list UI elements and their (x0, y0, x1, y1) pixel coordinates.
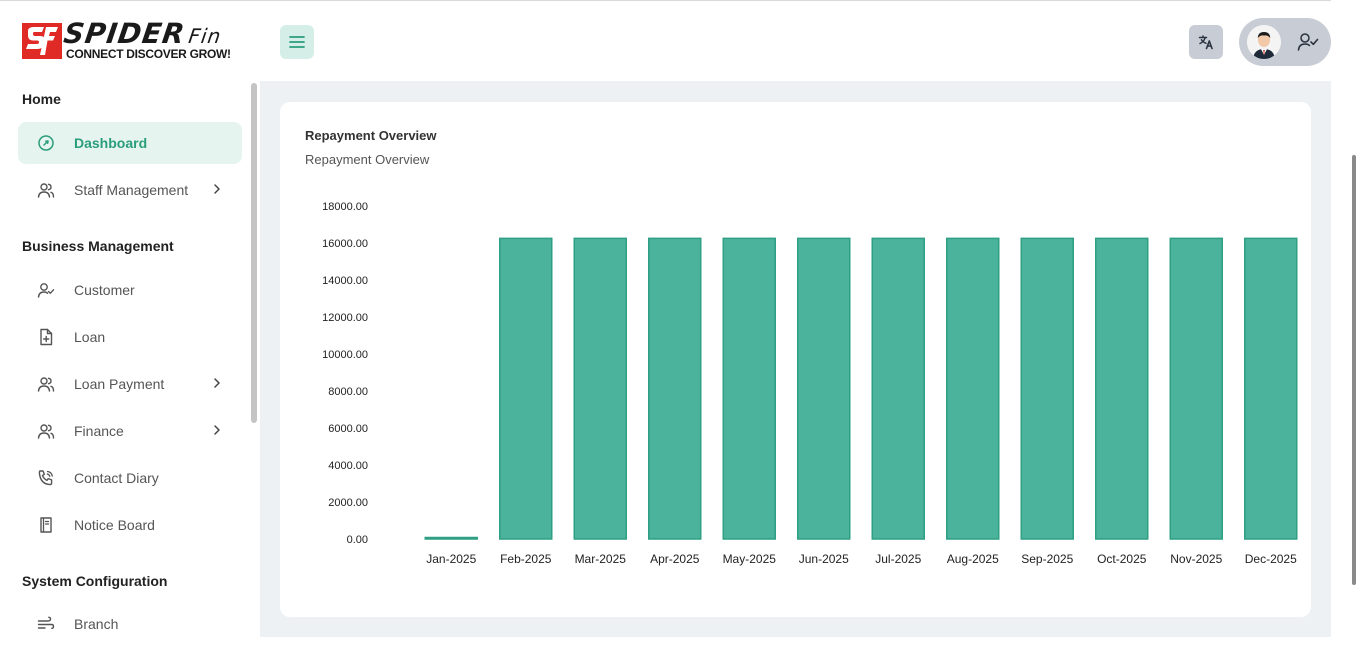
y-tick-label: 16000.00 (322, 238, 368, 250)
chart-bar[interactable] (871, 237, 925, 540)
users-icon (37, 424, 55, 439)
chevron-right-icon (214, 184, 220, 194)
section-title-home: Home (22, 91, 61, 107)
sidebar-item-label: Contact Diary (74, 470, 159, 486)
sidebar-item-dashboard[interactable]: Dashboard (18, 122, 242, 164)
sidebar-item-notice-board[interactable]: Notice Board (18, 504, 242, 546)
sidebar-item-customer[interactable]: Customer (18, 269, 242, 311)
sidebar-item-branch[interactable]: Branch (18, 603, 242, 645)
y-tick-label: 10000.00 (322, 349, 368, 361)
card-subtitle: Repayment Overview (305, 152, 430, 167)
chart-bar[interactable] (722, 237, 776, 540)
chart-bar[interactable] (1095, 237, 1149, 540)
page-scrollbar-track (1331, 0, 1356, 637)
card-title: Repayment Overview (305, 128, 437, 143)
x-tick-label: Apr-2025 (650, 552, 700, 566)
x-tick-label: May-2025 (723, 552, 777, 566)
x-tick-label: Feb-2025 (500, 552, 552, 566)
sidebar-item-label: Staff Management (74, 182, 189, 198)
chart-bar[interactable] (1020, 237, 1074, 540)
wind-icon (37, 616, 55, 629)
sidebar-item-label: Loan Payment (74, 376, 165, 392)
users-icon (37, 377, 55, 392)
file-plus-icon (40, 328, 53, 346)
page-scrollbar[interactable] (1352, 155, 1356, 585)
sidebar-item-contact-diary[interactable]: Contact Diary (18, 457, 242, 499)
chart-bar[interactable] (424, 536, 478, 540)
y-tick-label: 14000.00 (322, 275, 368, 287)
chart-bar[interactable] (1244, 237, 1298, 540)
y-tick-label: 6000.00 (328, 423, 368, 435)
y-tick-label: 2000.00 (328, 497, 368, 509)
sidebar-item-label: Dashboard (74, 135, 148, 151)
menu-toggle-button[interactable] (280, 25, 314, 59)
user-check-icon (1297, 33, 1319, 51)
y-tick-label: 0.00 (347, 534, 368, 546)
chart-bar[interactable] (648, 237, 702, 540)
dashboard-icon (38, 135, 54, 151)
x-tick-label: Jun-2025 (799, 552, 849, 566)
chart-bar[interactable] (797, 237, 851, 540)
chart-bar[interactable] (946, 237, 1000, 540)
sidebar-item-label: Customer (74, 282, 135, 298)
x-tick-label: Jan-2025 (426, 552, 476, 566)
chart-bar[interactable] (499, 237, 553, 540)
y-tick-label: 18000.00 (322, 201, 368, 213)
phone-icon (38, 470, 53, 486)
avatar (1247, 25, 1281, 59)
language-button[interactable] (1189, 25, 1223, 59)
section-title-system-configuration: System Configuration (22, 573, 168, 589)
x-tick-label: Sep-2025 (1021, 552, 1073, 566)
y-tick-label: 12000.00 (322, 312, 368, 324)
brand-logo[interactable]: SPIDERFin CONNECT DISCOVER GROW! (22, 17, 238, 63)
x-tick-label: Oct-2025 (1097, 552, 1147, 566)
x-tick-label: Aug-2025 (947, 552, 999, 566)
book-icon (40, 517, 52, 533)
logo-mark-icon (22, 23, 62, 59)
top-header: SPIDERFin CONNECT DISCOVER GROW! (0, 1, 1356, 81)
hamburger-icon (289, 36, 305, 48)
repayment-overview-card: Repayment Overview Repayment Overview 0.… (280, 102, 1311, 617)
chevron-right-icon (214, 378, 220, 388)
y-tick-label: 8000.00 (328, 386, 368, 398)
x-tick-label: Dec-2025 (1245, 552, 1297, 566)
user-menu-button[interactable] (1239, 18, 1331, 66)
sidebar-item-finance[interactable]: Finance (18, 410, 242, 452)
sidebar-item-label: Branch (74, 616, 119, 632)
translate-icon (1198, 35, 1213, 50)
sidebar: Home Dashboard Staff Management Business… (0, 81, 260, 637)
top-border (0, 0, 1356, 1)
brand-name: SPIDERFin (61, 17, 224, 50)
users-icon (37, 183, 55, 198)
brand-tagline: CONNECT DISCOVER GROW! (66, 47, 231, 61)
sidebar-item-label: Finance (74, 423, 124, 439)
x-tick-label: Nov-2025 (1170, 552, 1222, 566)
chevron-right-icon (214, 425, 220, 435)
sidebar-scrollbar[interactable] (251, 83, 257, 423)
chart-bar[interactable] (1169, 237, 1223, 540)
section-title-business-management: Business Management (22, 238, 174, 254)
user-check-icon (37, 283, 55, 298)
main-content: Repayment Overview Repayment Overview 0.… (260, 81, 1331, 637)
sidebar-item-staff-management[interactable]: Staff Management (18, 169, 242, 211)
y-tick-label: 4000.00 (328, 460, 368, 472)
chart-bar[interactable] (573, 237, 627, 540)
x-tick-label: Mar-2025 (575, 552, 627, 566)
sidebar-item-loan[interactable]: Loan (18, 316, 242, 358)
sidebar-item-label: Notice Board (74, 517, 155, 533)
x-tick-label: Jul-2025 (875, 552, 921, 566)
sidebar-item-label: Loan (74, 329, 106, 345)
sidebar-item-loan-payment[interactable]: Loan Payment (18, 363, 242, 405)
repayment-bar-chart: 0.00 2000.00 4000.00 6000.00 8000.00 10000.00… (322, 201, 1298, 566)
